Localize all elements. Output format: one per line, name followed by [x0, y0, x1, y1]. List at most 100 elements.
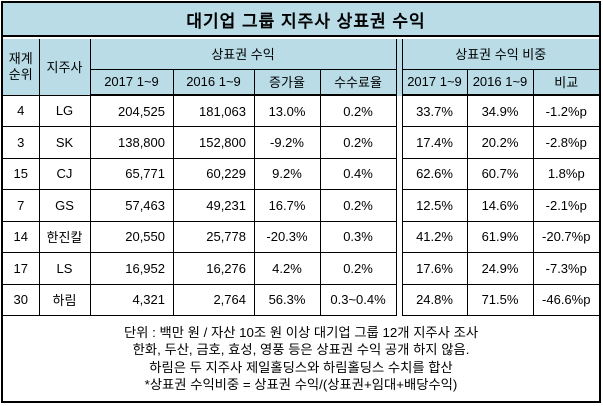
- page-title: 대기업 그룹 지주사 상표권 수익: [186, 11, 426, 31]
- cell-fee: 0.3~0.4%: [319, 283, 397, 316]
- cell-rev2017: 204,525: [89, 94, 174, 127]
- cell-share2017: 17.6%: [401, 252, 468, 285]
- cell-growth: -9.2%: [253, 126, 321, 159]
- cell-share2016: 34.9%: [466, 94, 534, 127]
- cell-share2017: 62.6%: [401, 157, 468, 190]
- cell-diff: -46.6%p: [532, 283, 599, 316]
- cell-rev2016: 49,231: [172, 189, 255, 222]
- cell-diff: -2.1%p: [532, 189, 599, 222]
- footnote-line: 한화, 두산, 금호, 효성, 영풍 등은 상표권 수익 공개 하지 않음.: [132, 342, 470, 358]
- title-bar: 대기업 그룹 지주사 상표권 수익: [3, 3, 599, 37]
- cell-share2017: 33.7%: [401, 94, 468, 127]
- cell-rank: 15: [3, 157, 40, 190]
- cell-diff: -1.2%p: [532, 94, 599, 127]
- cell-rev2016: 152,800: [172, 126, 255, 159]
- col-header-holding: 지주사: [38, 39, 91, 96]
- cell-fee: 0.4%: [319, 157, 397, 190]
- cell-holding: 한진칼: [38, 220, 91, 253]
- table-row: 7 GS 57,463 49,231 16.7% 0.2%: [3, 189, 397, 222]
- cell-growth: -20.3%: [253, 220, 321, 253]
- cell-rev2016: 181,063: [172, 94, 255, 127]
- cell-rev2017: 20,550: [89, 220, 174, 253]
- cell-share2016: 71.5%: [466, 283, 534, 316]
- revenue-table: 재계 순위 지주사 상표권 수익 2017 1~9 2016 1~9 증가율 수…: [3, 39, 397, 316]
- table-row: 62.6% 60.7% 1.8%p: [401, 157, 599, 190]
- table-section-gap: [396, 39, 402, 316]
- table-row: 14 한진칼 20,550 25,778 -20.3% 0.3%: [3, 220, 397, 253]
- cell-rank: 7: [3, 189, 40, 222]
- table-row: 41.2% 61.9% -20.7%p: [401, 220, 599, 253]
- table-row: 24.8% 71.5% -46.6%p: [401, 283, 599, 316]
- cell-share2017: 17.4%: [401, 126, 468, 159]
- col-header-revenue-2017: 2017 1~9: [90, 68, 174, 96]
- cell-holding: SK: [38, 126, 91, 159]
- cell-rev2017: 57,463: [89, 189, 174, 222]
- table-row: 17.6% 24.9% -7.3%p: [401, 252, 599, 285]
- cell-holding: 하림: [38, 283, 91, 316]
- cell-share2017: 24.8%: [401, 283, 468, 316]
- cell-rev2016: 16,276: [172, 252, 255, 285]
- col-group-share: 상표권 수익 비중: [401, 39, 599, 70]
- cell-fee: 0.2%: [319, 126, 397, 159]
- cell-rev2017: 16,952: [89, 252, 174, 285]
- footnote-line: 하림은 두 지주사 제일홀딩스와 하림홀딩스 수치를 합산: [149, 359, 453, 375]
- table-row: 4 LG 204,525 181,063 13.0% 0.2%: [3, 94, 397, 127]
- cell-share2016: 24.9%: [466, 252, 534, 285]
- cell-fee: 0.2%: [319, 252, 397, 285]
- footnote-line: 단위 : 백만 원 / 자산 10조 원 이상 대기업 그룹 12개 지주사 조…: [123, 325, 479, 341]
- cell-share2017: 12.5%: [401, 189, 468, 222]
- cell-rank: 30: [3, 283, 40, 316]
- cell-share2016: 60.7%: [466, 157, 534, 190]
- cell-rank: 17: [3, 252, 40, 285]
- cell-rev2016: 2,764: [172, 283, 255, 316]
- table-row: 12.5% 14.6% -2.1%p: [401, 189, 599, 222]
- cell-diff: -7.3%p: [532, 252, 599, 285]
- cell-rev2017: 4,321: [89, 283, 174, 316]
- table-row: 3 SK 138,800 152,800 -9.2% 0.2%: [3, 126, 397, 159]
- cell-rev2016: 25,778: [172, 220, 255, 253]
- cell-holding: LS: [38, 252, 91, 285]
- cell-growth: 16.7%: [253, 189, 321, 222]
- cell-holding: CJ: [38, 157, 91, 190]
- cell-fee: 0.3%: [319, 220, 397, 253]
- table-row: 33.7% 34.9% -1.2%p: [401, 94, 599, 127]
- col-header-diff: 비교: [532, 68, 599, 96]
- table-row: 30 하림 4,321 2,764 56.3% 0.3~0.4%: [3, 283, 397, 316]
- cell-share2016: 61.9%: [466, 220, 534, 253]
- cell-fee: 0.2%: [319, 189, 397, 222]
- col-header-rank-line2: 순위: [8, 66, 33, 82]
- cell-rank: 14: [3, 220, 40, 253]
- cell-rank: 3: [3, 126, 40, 159]
- cell-share2016: 20.2%: [466, 126, 534, 159]
- col-header-share-2016: 2016 1~9: [466, 68, 534, 96]
- table-row: 15 CJ 65,771 60,229 9.2% 0.4%: [3, 157, 397, 190]
- cell-growth: 9.2%: [253, 157, 321, 190]
- cell-rev2016: 60,229: [172, 157, 255, 190]
- col-header-revenue-2016: 2016 1~9: [172, 68, 255, 96]
- col-header-fee-rate: 수수료율: [319, 68, 397, 96]
- share-table: 상표권 수익 비중 2017 1~9 2016 1~9 비교 33.7% 34.…: [401, 39, 599, 316]
- col-header-rank-line1: 재계: [8, 50, 33, 66]
- footnotes: 단위 : 백만 원 / 자산 10조 원 이상 대기업 그룹 12개 지주사 조…: [3, 316, 599, 401]
- col-header-rank: 재계 순위: [3, 39, 40, 96]
- cell-holding: LG: [38, 94, 91, 127]
- cell-diff: 1.8%p: [532, 157, 599, 190]
- cell-diff: -20.7%p: [532, 220, 599, 253]
- cell-growth: 4.2%: [253, 252, 321, 285]
- table-row: 17.4% 20.2% -2.8%p: [401, 126, 599, 159]
- cell-growth: 13.0%: [253, 94, 321, 127]
- cell-diff: -2.8%p: [532, 126, 599, 159]
- cell-rank: 4: [3, 94, 40, 127]
- cell-fee: 0.2%: [319, 94, 397, 127]
- table-row: 17 LS 16,952 16,276 4.2% 0.2%: [3, 252, 397, 285]
- tables-row: 재계 순위 지주사 상표권 수익 2017 1~9 2016 1~9 증가율 수…: [3, 39, 599, 316]
- col-group-revenue: 상표권 수익: [89, 39, 397, 70]
- cell-rev2017: 138,800: [89, 126, 174, 159]
- cell-rev2017: 65,771: [89, 157, 174, 190]
- cell-share2016: 14.6%: [466, 189, 534, 222]
- footnote-line: *상표권 수익비중 = 상표권 수익/(상표권+임대+배당수익): [144, 376, 458, 392]
- cell-growth: 56.3%: [253, 283, 321, 316]
- col-header-share-2017: 2017 1~9: [401, 68, 468, 96]
